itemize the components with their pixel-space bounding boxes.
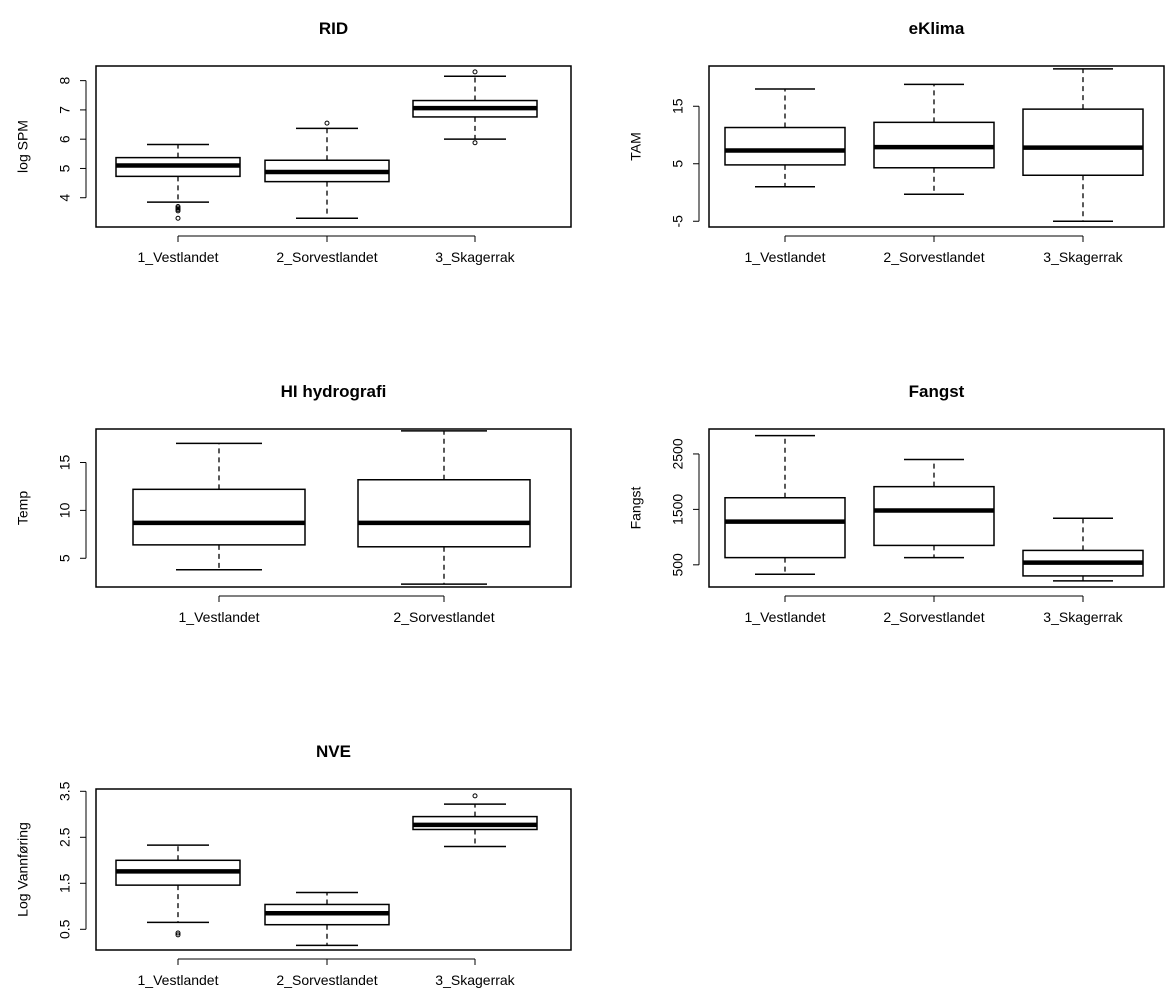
outlier-point — [472, 69, 478, 75]
box-1_Vestlandet — [724, 88, 846, 188]
iqr-box — [357, 479, 531, 548]
x-tick-label: 1_Vestlandet — [179, 609, 260, 625]
box-3_Skagerrak — [1022, 68, 1144, 222]
y-tick-label: 10 — [57, 502, 73, 518]
box-1_Vestlandet — [115, 844, 241, 938]
x-tick-label: 1_Vestlandet — [138, 249, 219, 265]
outlier-point — [472, 140, 478, 146]
box-1_Vestlandet — [724, 434, 846, 575]
y-tick-label: 8 — [57, 77, 73, 85]
x-tick-label: 1_Vestlandet — [745, 249, 826, 265]
outlier-point — [324, 120, 330, 126]
x-tick-label: 3_Skagerrak — [435, 249, 515, 265]
box-2_Sorvestlandet — [873, 458, 995, 559]
y-tick-label: 2500 — [670, 438, 686, 469]
y-tick-label: 15 — [670, 98, 686, 114]
outlier-point — [472, 793, 478, 799]
plot-frame — [95, 788, 572, 951]
y-tick-label: 5 — [57, 164, 73, 172]
panel-title: RID — [319, 19, 348, 38]
chart-panel-5: NVE 0.5 1.5 2.5 3.5 Log Vannføring 1_Vestlande… — [15, 742, 572, 988]
box-3_Skagerrak — [412, 793, 538, 848]
iqr-box — [132, 488, 306, 546]
y-axis-title: TAM — [628, 132, 644, 161]
y-tick-label: -5 — [670, 215, 686, 228]
chart-panel-3: HI hydrografi 5 10 15 Temp 1_Vestlandet 2_Sorv… — [15, 382, 572, 625]
iqr-box — [724, 496, 846, 559]
outlier-point — [175, 215, 181, 221]
panel-title: NVE — [316, 742, 351, 761]
x-tick-label: 1_Vestlandet — [745, 609, 826, 625]
chart-panel-4: Fangst 500 1500 2500 Fangst 1_Vestlandet 2_Sor… — [628, 382, 1165, 625]
box-2_Sorvestlandet — [873, 83, 995, 195]
x-tick-label: 2_Sorvestlandet — [883, 609, 984, 625]
y-axis-title: log SPM — [15, 120, 31, 173]
x-tick-label: 2_Sorvestlandet — [276, 972, 377, 988]
iqr-box — [873, 485, 995, 547]
box-2_Sorvestlandet — [264, 120, 390, 219]
x-tick-label: 2_Sorvestlandet — [393, 609, 494, 625]
y-axis-title: Log Vannføring — [15, 822, 31, 917]
x-tick-label: 2_Sorvestlandet — [276, 249, 377, 265]
panel-title: Fangst — [909, 382, 965, 401]
outlier-point — [175, 204, 181, 210]
box-1_Vestlandet — [132, 442, 306, 571]
y-tick-label: 1500 — [670, 494, 686, 525]
box-2_Sorvestlandet — [264, 891, 390, 947]
panel-title: HI hydrografi — [281, 382, 387, 401]
outlier-point — [175, 930, 181, 936]
outlier-point — [175, 932, 181, 938]
plot-frame — [95, 428, 572, 588]
plot-frame — [708, 65, 1165, 228]
box-2_Sorvestlandet — [357, 430, 531, 585]
y-tick-label: 7 — [57, 106, 73, 114]
box-1_Vestlandet — [115, 143, 241, 221]
y-tick-label: 500 — [670, 553, 686, 577]
chart-panel-1: RID 4 5 6 7 8 log SPM 1_Vestlandet 2_Sorvestland… — [15, 19, 572, 265]
y-tick-label: 2.5 — [57, 827, 73, 847]
box-3_Skagerrak — [412, 69, 538, 146]
y-tick-label: 5 — [670, 160, 686, 168]
x-tick-label: 3_Skagerrak — [1043, 609, 1123, 625]
plot-frame — [708, 428, 1165, 588]
x-tick-label: 3_Skagerrak — [435, 972, 515, 988]
x-tick-label: 1_Vestlandet — [138, 972, 219, 988]
y-tick-label: 15 — [57, 455, 73, 471]
y-tick-label: 1.5 — [57, 873, 73, 893]
iqr-box — [724, 126, 846, 166]
plot-frame — [95, 65, 572, 228]
x-tick-label: 3_Skagerrak — [1043, 249, 1123, 265]
iqr-box — [1022, 108, 1144, 176]
y-tick-label: 6 — [57, 135, 73, 143]
y-tick-label: 0.5 — [57, 919, 73, 939]
y-tick-label: 5 — [57, 554, 73, 562]
y-axis-title: Fangst — [628, 486, 644, 529]
panel-title: eKlima — [909, 19, 965, 38]
x-tick-label: 2_Sorvestlandet — [883, 249, 984, 265]
y-axis-title: Temp — [15, 491, 31, 525]
y-tick-label: 4 — [57, 194, 73, 202]
y-tick-label: 3.5 — [57, 781, 73, 801]
box-3_Skagerrak — [1022, 517, 1144, 582]
chart-panel-2: eKlima -5 5 15 TAM 1_Vestlandet 2_Sorvestlande… — [628, 19, 1165, 265]
